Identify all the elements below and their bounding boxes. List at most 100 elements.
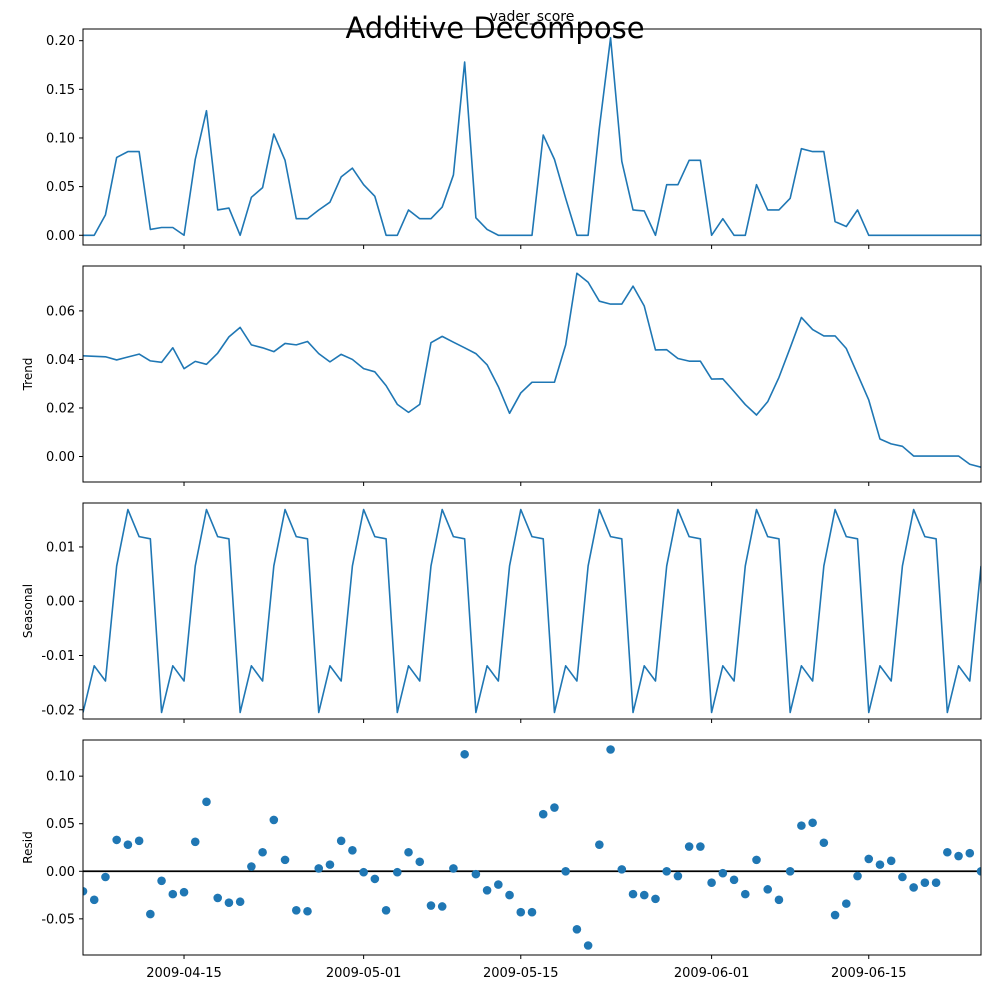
resid-point <box>943 847 952 857</box>
y-tick-label-trend: 0.00 <box>46 450 75 465</box>
y-tick-label-vader-score: 0.05 <box>46 180 75 195</box>
panel-frame-trend <box>82 265 982 483</box>
resid-point <box>112 835 121 845</box>
y-tick-label-seasonal: -0.02 <box>41 703 75 718</box>
resid-point <box>494 880 503 889</box>
resid-point <box>370 874 380 884</box>
resid-point <box>774 895 784 905</box>
y-tick-label-trend: 0.02 <box>46 401 75 416</box>
y-tick-label-seasonal: 0.01 <box>46 540 75 555</box>
y-axis-label-seasonal: Seasonal <box>21 584 35 638</box>
resid-point <box>673 871 683 881</box>
series-line-seasonal <box>83 508 981 714</box>
y-tick-label-resid: 0.05 <box>46 817 75 832</box>
x-tick-label: 2009-06-01 <box>674 966 750 981</box>
resid-point <box>134 836 144 846</box>
panel-title-vader-score: vader_score <box>490 9 575 25</box>
y-axis-label-resid: Resid <box>21 831 35 863</box>
y-tick-label-resid: 0.10 <box>46 770 75 785</box>
resid-point <box>595 840 604 849</box>
resid-point <box>842 899 851 908</box>
resid-point <box>168 889 178 899</box>
resid-point <box>202 797 211 807</box>
resid-point <box>213 893 222 903</box>
resid-point <box>381 905 391 915</box>
resid-point <box>101 872 110 882</box>
figure-suptitle: Additive Decompose <box>345 11 644 45</box>
resid-point <box>740 889 750 899</box>
resid-point <box>291 905 301 915</box>
y-tick-label-seasonal: -0.01 <box>41 649 75 664</box>
resid-point <box>752 855 761 865</box>
resid-point <box>639 890 649 900</box>
resid-point <box>628 889 638 899</box>
resid-point <box>314 864 324 873</box>
resid-point <box>505 890 514 900</box>
resid-point <box>707 878 716 887</box>
panel-data-resid <box>83 745 981 950</box>
y-tick-label-vader-score: 0.15 <box>46 83 75 98</box>
resid-point <box>146 909 155 919</box>
resid-point <box>920 878 930 887</box>
resid-point <box>886 856 896 866</box>
resid-point <box>359 867 368 877</box>
panel-data-seasonal <box>83 508 981 714</box>
x-tick-label: 2009-04-15 <box>146 966 222 981</box>
resid-point <box>550 803 559 812</box>
panel-vader-score: 0.00 0.05 0.10 0.15 0.20 vader_score <box>46 9 982 249</box>
resid-point <box>449 864 458 873</box>
resid-point <box>864 854 874 864</box>
resid-point <box>763 885 773 894</box>
resid-point <box>561 866 570 876</box>
y-axis-label-trend: Trend <box>21 358 35 392</box>
y-tick-label-trend: 0.04 <box>46 353 75 368</box>
resid-point <box>954 851 963 861</box>
panel-resid: -0.05 0.00 0.05 0.10 2009-04-15 2009-05-01 200… <box>21 739 982 981</box>
panel-data-trend <box>83 272 981 469</box>
resid-point <box>875 860 885 869</box>
resid-point <box>931 878 941 887</box>
resid-point <box>303 906 312 916</box>
resid-point <box>965 848 975 858</box>
resid-point <box>808 818 817 828</box>
resid-point <box>651 894 660 904</box>
resid-point <box>785 866 795 876</box>
panel-frame-seasonal <box>82 502 982 720</box>
y-tick-label-vader-score: 0.10 <box>46 131 75 146</box>
panel-seasonal: -0.02 -0.01 0.00 0.01 Seasonal <box>21 502 982 723</box>
resid-point <box>527 907 537 917</box>
resid-point <box>606 745 615 754</box>
y-tick-label-resid: -0.05 <box>41 912 75 927</box>
x-tick-label: 2009-05-01 <box>326 966 402 981</box>
y-tick-label-vader-score: 0.20 <box>46 34 75 49</box>
resid-point <box>415 857 425 867</box>
resid-point <box>190 837 200 847</box>
resid-point <box>696 842 705 851</box>
resid-point <box>393 867 402 877</box>
resid-point <box>898 872 907 882</box>
resid-point <box>976 866 981 876</box>
resid-point <box>819 838 829 848</box>
resid-point <box>83 886 88 896</box>
x-tick-label: 2009-05-15 <box>483 966 559 981</box>
resid-point <box>583 941 593 950</box>
resid-point <box>269 815 279 825</box>
resid-point <box>235 897 245 907</box>
panel-frame-vader-score <box>82 28 982 246</box>
y-tick-label-resid: 0.00 <box>46 865 75 880</box>
resid-point <box>437 902 447 911</box>
resid-point <box>797 821 806 830</box>
y-tick-label-seasonal: 0.00 <box>46 595 75 610</box>
series-line-trend <box>83 272 981 469</box>
resid-point <box>179 887 189 897</box>
panel-trend: 0.00 0.02 0.04 0.06 Trend <box>21 265 982 486</box>
resid-point <box>729 875 739 885</box>
resid-point <box>830 910 840 920</box>
y-tick-label-vader-score: 0.00 <box>46 229 75 244</box>
resid-point <box>538 809 548 819</box>
panel-data-vader-score <box>83 36 981 237</box>
resid-point <box>684 842 694 851</box>
resid-point <box>89 895 99 905</box>
panel-frame-resid <box>82 739 982 956</box>
